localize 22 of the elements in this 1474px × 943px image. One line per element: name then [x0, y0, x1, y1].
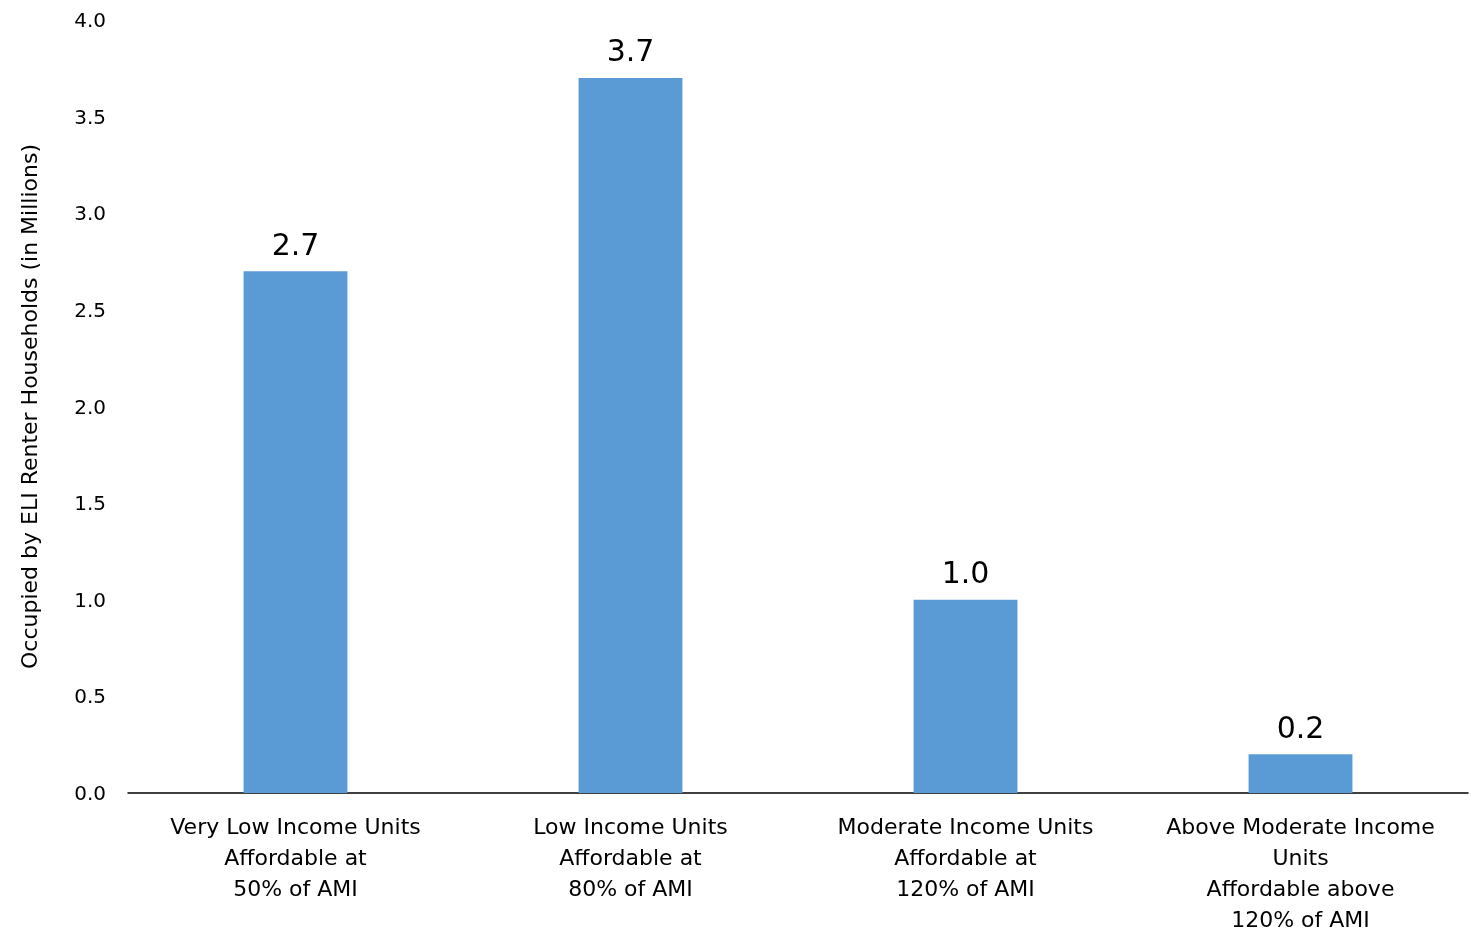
x-tick-label: Moderate Income Units Affordable at 120% of AMI	[837, 814, 1094, 901]
y-tick-label: 4.0	[74, 8, 106, 32]
y-axis-title: Occupied by ELI Renter Households (in Millions)	[16, 143, 42, 670]
y-tick-label: 1.5	[74, 491, 106, 516]
y-tick-label: 0.5	[74, 684, 106, 709]
bar	[913, 599, 1018, 793]
data-label: 1.0	[941, 555, 990, 591]
y-tick-label: 2.5	[74, 297, 106, 322]
bar	[243, 271, 348, 793]
y-tick-label: 1.0	[74, 587, 106, 612]
y-tick-label: 3.0	[74, 201, 106, 226]
data-label: 3.7	[606, 33, 655, 69]
y-tick-label: 3.5	[74, 104, 106, 129]
y-tick-label: 2.0	[74, 394, 106, 419]
y-tick-label: 0.0	[74, 781, 106, 805]
x-tick-label: Very Low Income Units Affordable at 50% of AMI	[170, 814, 421, 901]
x-tick-label: Low Income Units Affordable at 80% of AMI	[533, 814, 728, 901]
data-label: 2.7	[271, 226, 320, 262]
data-label: 0.2	[1276, 709, 1325, 745]
bar	[1248, 754, 1353, 793]
x-tick-label: Above Moderate Income Units Affordable above 120% of AMI	[1166, 814, 1435, 932]
bar	[578, 77, 683, 793]
